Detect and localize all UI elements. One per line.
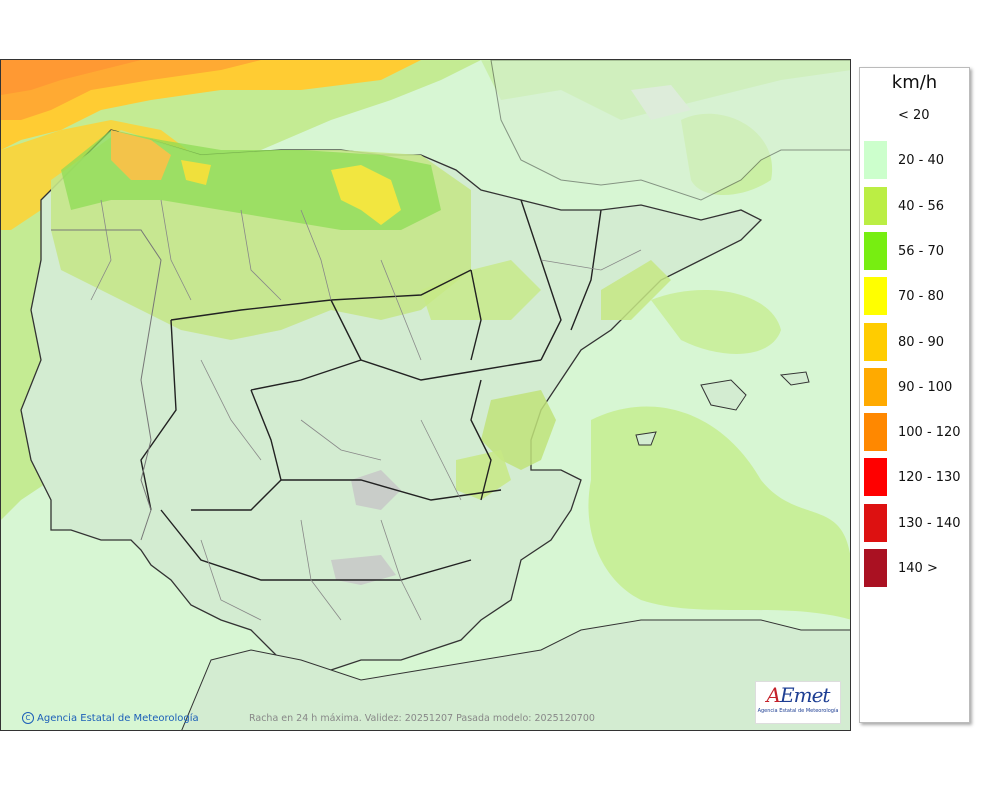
legend-item: 40 - 56: [864, 186, 968, 225]
legend-swatch: [864, 96, 887, 134]
legend-label: 40 - 56: [898, 198, 945, 214]
legend-label: 100 - 120: [898, 425, 961, 441]
legend-swatch: [864, 141, 887, 180]
wind-speed-legend: km/h < 20 20 - 40 40 - 56 56 - 70 70 - 80 80 …: [859, 67, 970, 723]
legend-swatch: [864, 413, 887, 452]
legend-item: 130 - 140: [864, 503, 968, 542]
legend-swatch: [864, 549, 887, 587]
credit-text: Agencia Estatal de Meteorología: [37, 712, 199, 724]
legend-unit: km/h: [891, 72, 938, 93]
legend-label: 90 - 100: [898, 379, 953, 395]
wind-gust-map[interactable]: [0, 59, 851, 731]
legend-item: 100 - 120: [864, 413, 968, 452]
legend-label: 80 - 90: [898, 334, 945, 350]
legend-swatch: [864, 367, 887, 406]
aemet-credit: C Agencia Estatal de Meteorología: [22, 712, 199, 724]
legend-swatch: [864, 503, 887, 542]
legend-label: 20 - 40: [898, 153, 945, 169]
copyright-icon: C: [22, 712, 34, 724]
legend-item: 120 - 130: [864, 458, 968, 497]
aemet-logo: AEmet Agencia Estatal de Meteorología: [755, 681, 841, 724]
legend-label: 130 - 140: [898, 515, 961, 531]
legend-item: 80 - 90: [864, 322, 968, 361]
legend-item: 70 - 80: [864, 277, 968, 316]
legend-label: 70 - 80: [898, 289, 945, 305]
legend-item: 90 - 100: [864, 367, 968, 406]
legend-swatch: [864, 186, 887, 225]
legend-swatch: [864, 277, 887, 316]
legend-item: < 20: [864, 96, 968, 134]
legend-swatch: [864, 231, 887, 270]
legend-label: 120 - 130: [898, 470, 961, 486]
legend-item: 56 - 70: [864, 231, 968, 270]
legend-swatch: [864, 458, 887, 497]
legend-label: 140 >: [898, 561, 938, 576]
legend-label: < 20: [898, 108, 930, 123]
legend-item: 140 >: [864, 549, 968, 587]
legend-label: 56 - 70: [898, 243, 945, 259]
legend-item: 20 - 40: [864, 141, 968, 180]
map-graphic: [1, 60, 850, 730]
legend-swatch: [864, 322, 887, 361]
map-caption: Racha en 24 h máxima. Validez: 20251207 …: [249, 713, 595, 724]
